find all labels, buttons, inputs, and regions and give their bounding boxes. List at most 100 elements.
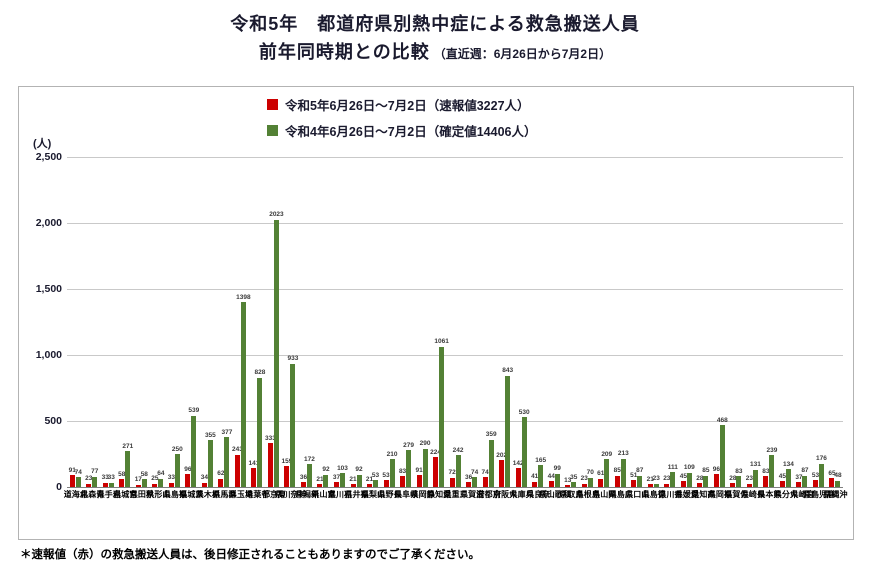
bar-r4: 70 xyxy=(587,470,594,487)
bar-r5: 23 xyxy=(85,476,92,487)
bar-group: 58 271 宮城県 xyxy=(113,157,138,497)
bar-value-label: 34 xyxy=(200,474,208,482)
x-axis-label: 青森県 xyxy=(79,490,105,497)
x-axis-label: 長野県 xyxy=(377,490,403,497)
bar-r5: 91 xyxy=(415,467,423,487)
bar-value-label: 1398 xyxy=(236,293,251,301)
bar-value-label: 23 xyxy=(652,475,660,483)
bar-value-label: 70 xyxy=(586,469,594,477)
bar-pair: 51 87 xyxy=(630,157,643,487)
bar-group: 23 131 長崎県 xyxy=(740,157,765,497)
x-axis-label: 佐賀県 xyxy=(723,490,749,497)
bar-r4: 359 xyxy=(486,432,497,487)
legend-item-r4: 令和4年6月26日～7月2日（確定値14406人） xyxy=(267,121,536,140)
bar-value-label: 213 xyxy=(617,450,629,458)
bar-pair: 37 87 xyxy=(795,157,809,487)
bar-pair: 91 290 xyxy=(415,157,431,487)
bar-r5: 58 xyxy=(118,471,125,487)
bar-r4: 1061 xyxy=(434,339,449,487)
bar-value-label: 41 xyxy=(531,473,539,481)
bar-pair: 45 109 xyxy=(680,157,695,487)
bar-r5: 21 xyxy=(647,476,654,487)
bar-pair: 21 53 xyxy=(366,157,380,487)
bar-value-label: 33 xyxy=(101,474,109,482)
bar-r4: 74 xyxy=(471,469,478,487)
gridline xyxy=(67,355,843,356)
chart-legend: 令和5年6月26日～7月2日（速報値3227人） 令和4年6月26日～7月2日（… xyxy=(267,95,536,140)
x-axis-label: 茨城県 xyxy=(178,490,204,497)
bar-r4: 58 xyxy=(141,471,148,487)
bar-value-label: 13 xyxy=(564,476,572,484)
bar-value-label: 131 xyxy=(749,461,761,469)
x-axis-label: 山梨県 xyxy=(360,490,386,497)
bar-value-label: 111 xyxy=(667,463,678,471)
bar-r5: 142 xyxy=(513,460,524,487)
bar-group: 61 209 岡山県 xyxy=(592,157,617,497)
bar-pair: 37 103 xyxy=(333,157,348,487)
bar-r4: 109 xyxy=(684,465,695,487)
legend-label-r4: 令和4年6月26日～7月2日（確定値14406人） xyxy=(285,125,537,139)
bar-pair: 28 83 xyxy=(729,157,742,487)
bar-r5: 83 xyxy=(762,468,770,487)
bar-r5: 61 xyxy=(597,471,604,487)
bar-pair: 96 539 xyxy=(184,157,199,487)
bar-value-label: 933 xyxy=(287,355,299,363)
bar-value-label: 25 xyxy=(151,475,159,483)
footnote: ＊速報値（赤）の救急搬送人員は、後日修正されることもありますのでご了承ください。 xyxy=(20,549,480,561)
bar-r5: 33 xyxy=(168,475,175,487)
bar-group: 21 53 山梨県 xyxy=(361,157,386,497)
bar-r4: 48 xyxy=(834,473,842,487)
bar-group: 83 239 熊本県 xyxy=(757,157,782,497)
bar-r4: 1398 xyxy=(236,294,251,487)
bar-value-label: 74 xyxy=(481,468,489,476)
bar-r4: 210 xyxy=(387,451,397,487)
bar-value-label: 92 xyxy=(322,466,330,474)
bar-group: 25 64 山形県 xyxy=(146,157,171,497)
bar-pair: 83 279 xyxy=(399,157,414,487)
bar-r4: 83 xyxy=(735,468,742,487)
bar-value-label: 87 xyxy=(636,467,644,475)
y-tick-label: 0 xyxy=(56,481,62,493)
bar-group: 45 109 愛媛県 xyxy=(674,157,699,497)
plot-area: 0 500 1,000 1,500 2,000 2,500 91 74 北海道 23 77 青森県 33… xyxy=(36,151,848,497)
bar-group: 21 92 福井県 xyxy=(344,157,369,497)
x-axis-label: 島根県 xyxy=(575,490,601,497)
bar-group: 21 23 徳島県 xyxy=(641,157,666,497)
bar-group: 202 843 大阪府 xyxy=(493,157,518,497)
bar-value-label: 96 xyxy=(712,465,720,473)
bar-r4: 87 xyxy=(636,468,643,487)
x-axis-label: 福島県 xyxy=(162,490,188,497)
bar-r4: 355 xyxy=(205,432,216,487)
bar-r4: 111 xyxy=(668,464,678,487)
bar-value-label: 359 xyxy=(485,431,497,439)
bar-r5: 44 xyxy=(548,473,555,487)
bar-pair: 83 239 xyxy=(762,157,777,487)
bar-value-label: 35 xyxy=(570,473,578,481)
bar-value-label: 172 xyxy=(304,455,315,463)
bar-value-label: 45 xyxy=(778,472,787,480)
bar-group: 224 1061 愛知県 xyxy=(427,157,452,497)
bar-value-label: 333 xyxy=(265,434,276,442)
bar-value-label: 58 xyxy=(140,470,148,478)
bar-group: 142 530 兵庫県 xyxy=(509,157,534,497)
bar-value-label: 17 xyxy=(134,476,142,484)
bar-value-label: 53 xyxy=(811,471,820,479)
bar-value-label: 96 xyxy=(184,465,192,473)
bar-r5: 37 xyxy=(333,474,340,487)
bar-value-label: 21 xyxy=(316,475,324,483)
x-axis-label: 神奈川県 xyxy=(273,490,307,497)
bar-r5: 333 xyxy=(265,435,276,487)
bar-value-label: 48 xyxy=(834,472,842,480)
bar-pair: 72 242 xyxy=(448,157,464,487)
bar-group: 23 77 青森県 xyxy=(80,157,105,497)
bar-value-label: 28 xyxy=(729,474,737,482)
bar-pair: 34 355 xyxy=(200,157,216,487)
bar-group: 333 2023 東京都 xyxy=(261,157,286,497)
bar-value-label: 37 xyxy=(795,473,803,481)
bar-pair: 23 70 xyxy=(581,157,594,487)
bar-value-label: 53 xyxy=(371,471,380,479)
bar-pair: 96 468 xyxy=(712,157,728,487)
bar-value-label: 141 xyxy=(248,459,260,467)
y-tick-label: 2,500 xyxy=(35,151,62,163)
bar-r4: 377 xyxy=(221,429,232,487)
